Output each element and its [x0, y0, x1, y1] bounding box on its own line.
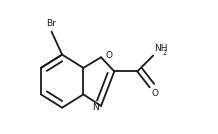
Text: 2: 2: [163, 49, 167, 55]
Text: O: O: [106, 51, 112, 60]
Text: O: O: [151, 89, 158, 98]
Text: N: N: [92, 103, 99, 112]
Text: NH: NH: [154, 44, 168, 53]
Text: Br: Br: [46, 19, 56, 28]
